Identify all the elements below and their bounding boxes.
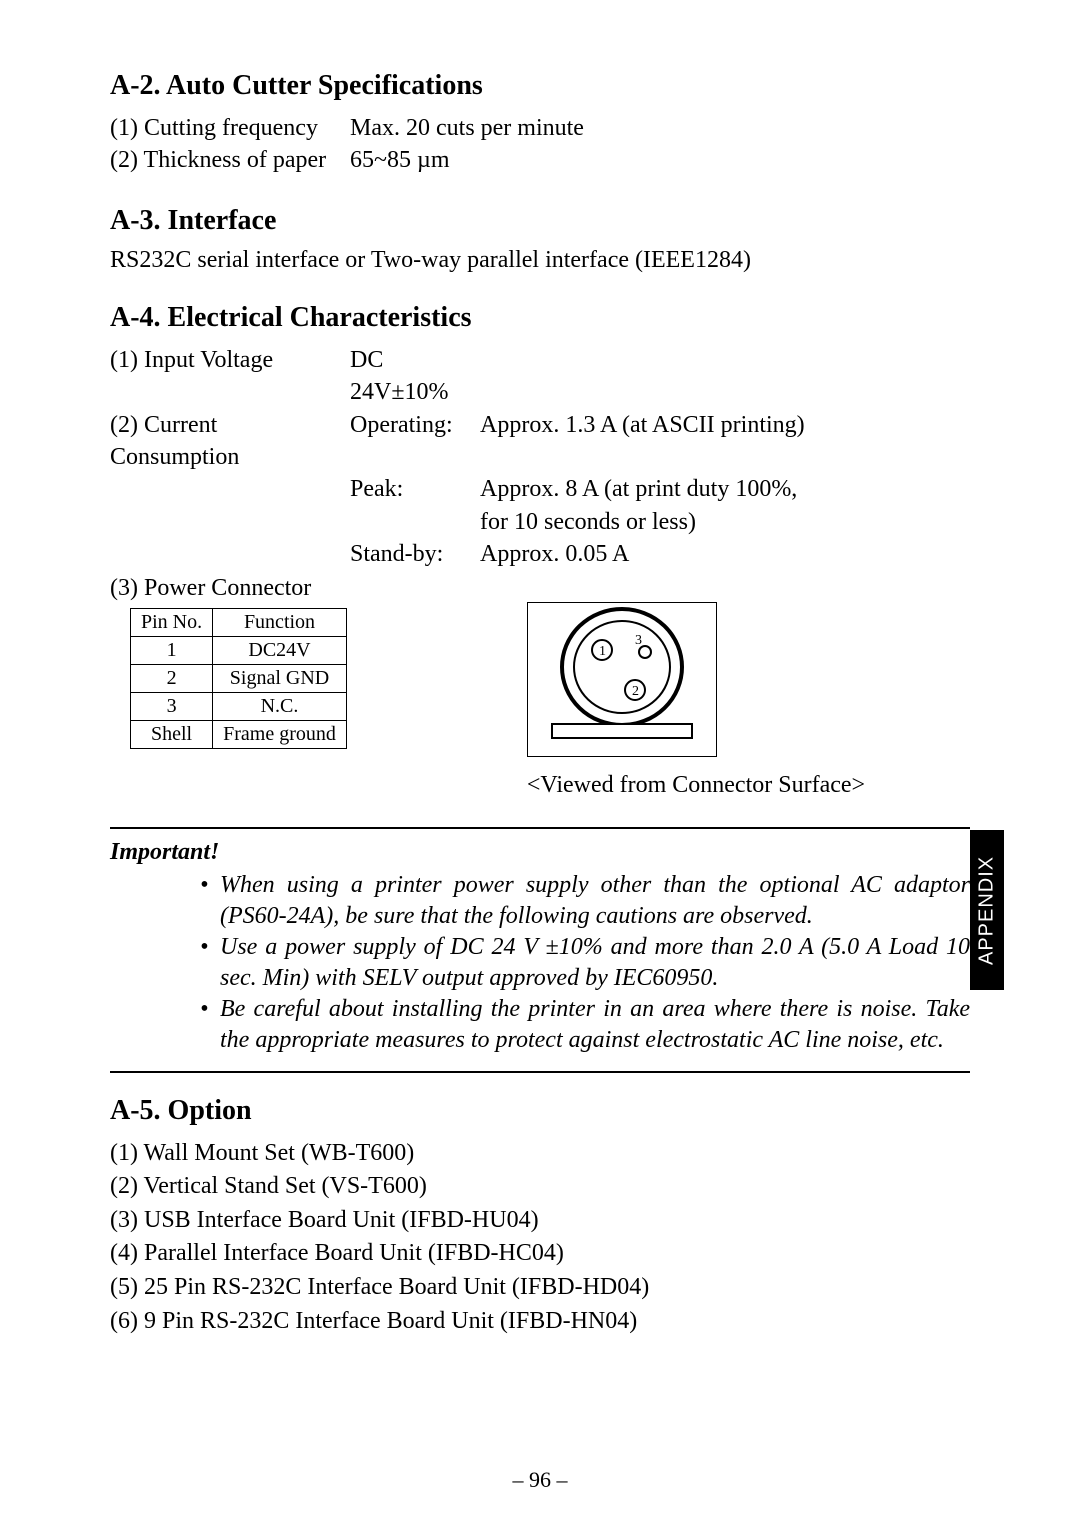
electrical-grid: (1) Input VoltageDC 24V±10% (2) Current … [110, 344, 970, 571]
important-item: When using a printer power supply other … [200, 870, 970, 932]
section-a4: A-4. Electrical Characteristics (1) Inpu… [110, 302, 970, 799]
appendix-tab: APPENDIX [970, 830, 1004, 990]
elec-c3: Approx. 8 A (at print duty 100%, [480, 473, 970, 505]
elec-c2: Stand-by: [350, 538, 480, 570]
elec-c1: (1) Input Voltage [110, 344, 350, 409]
table-header: Pin No. [131, 608, 213, 636]
elec-c3: Approx. 0.05 A [480, 538, 970, 570]
elec-c1 [110, 506, 350, 538]
spec-value: 65~85 µm [350, 144, 970, 176]
important-title: Important! [110, 839, 970, 866]
heading-a5: A-5. Option [110, 1095, 970, 1127]
section-a5: A-5. Option (1) Wall Mount Set (WB-T600)… [110, 1095, 970, 1339]
option-item: (6) 9 Pin RS-232C Interface Board Unit (… [110, 1305, 970, 1339]
section-a3: A-3. Interface RS232C serial interface o… [110, 205, 970, 274]
table-cell: 1 [131, 636, 213, 664]
heading-a4: A-4. Electrical Characteristics [110, 302, 970, 334]
table-cell: N.C. [213, 692, 347, 720]
pin-table: Pin No. Function 1DC24V 2Signal GND 3N.C… [130, 608, 347, 749]
elec-c2 [350, 506, 480, 538]
elec-c2: Operating: [350, 409, 480, 474]
spec-row: (2) Thickness of paper 65~85 µm [110, 144, 970, 176]
section-a2: A-2. Auto Cutter Specifications (1) Cutt… [110, 70, 970, 177]
table-cell: 2 [131, 664, 213, 692]
option-item: (5) 25 Pin RS-232C Interface Board Unit … [110, 1271, 970, 1305]
option-item: (4) Parallel Interface Board Unit (IFBD-… [110, 1237, 970, 1271]
table-header: Function [213, 608, 347, 636]
heading-a3: A-3. Interface [110, 205, 970, 237]
option-item: (1) Wall Mount Set (WB-T600) [110, 1137, 970, 1171]
important-list: When using a printer power supply other … [110, 870, 970, 1057]
connector-caption: <Viewed from Connector Surface> [527, 772, 865, 799]
spec-value: Max. 20 cuts per minute [350, 112, 970, 144]
table-cell: DC24V [213, 636, 347, 664]
spec-label: (2) Thickness of paper [110, 144, 350, 176]
table-cell: Shell [131, 720, 213, 748]
svg-text:3: 3 [635, 633, 642, 648]
elec-c1 [110, 473, 350, 505]
spec-row: (1) Cutting frequency Max. 20 cuts per m… [110, 112, 970, 144]
spec-label: (1) Cutting frequency [110, 112, 350, 144]
table-cell: Signal GND [213, 664, 347, 692]
elec-c3: Approx. 1.3 A (at ASCII printing) [480, 409, 970, 474]
important-item: Be careful about installing the printer … [200, 994, 970, 1056]
page-number: – 96 – [0, 1467, 1080, 1493]
connector-area: Pin No. Function 1DC24V 2Signal GND 3N.C… [110, 602, 970, 799]
important-block: Important! When using a printer power su… [110, 827, 970, 1073]
interface-text: RS232C serial interface or Two-way paral… [110, 247, 970, 274]
elec-c2: Peak: [350, 473, 480, 505]
elec-c2: DC 24V±10% [350, 344, 480, 409]
elec-c3: for 10 seconds or less) [480, 506, 970, 538]
connector-svg: 1 2 3 [527, 602, 717, 757]
svg-text:1: 1 [599, 644, 606, 659]
option-item: (2) Vertical Stand Set (VS-T600) [110, 1170, 970, 1204]
important-item: Use a power supply of DC 24 V ±10% and m… [200, 932, 970, 994]
table-cell: Frame ground [213, 720, 347, 748]
option-item: (3) USB Interface Board Unit (IFBD-HU04) [110, 1204, 970, 1238]
elec-c3 [480, 344, 970, 409]
connector-diagram: 1 2 3 <Viewed from Connector Surface> [527, 602, 865, 799]
power-connector-label: (3) Power Connector [110, 575, 970, 602]
option-list: (1) Wall Mount Set (WB-T600) (2) Vertica… [110, 1137, 970, 1339]
svg-text:2: 2 [632, 684, 639, 699]
elec-c1 [110, 538, 350, 570]
heading-a2: A-2. Auto Cutter Specifications [110, 70, 970, 102]
table-cell: 3 [131, 692, 213, 720]
elec-c1: (2) Current Consumption [110, 409, 350, 474]
